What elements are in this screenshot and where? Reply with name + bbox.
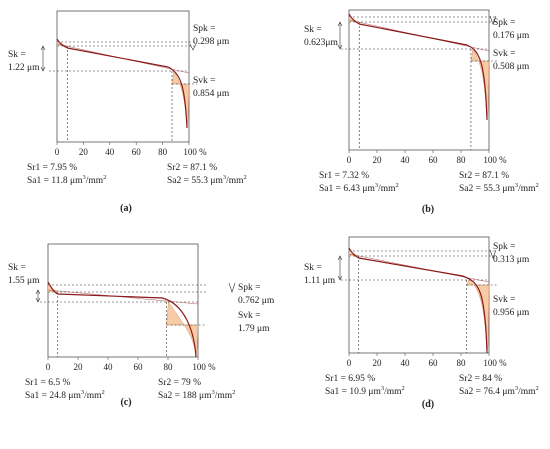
spk-label-value: 0.313 μm [493,255,530,265]
x-tick-label: 20 [74,362,84,372]
x-tick-label: 40 [401,358,411,368]
svk-area [166,301,199,358]
panel-c: 0 20 40 60 80 100 % Sk = 1.55 μm Spk = 0.762 μm Sv… [8,243,275,408]
x-tick-label: 20 [373,155,383,165]
sa2-label: Sa2 = 55.3 μm3/mm2 [167,174,247,186]
x-tick-label: 0 [46,362,51,372]
svk-label-name: Svk = [238,311,261,321]
x-tick-label: 100 % [483,358,507,368]
svk-label-value: 1.79 μm [238,324,270,334]
x-tick-label: 100 % [192,362,216,372]
sa2-label: Sa2 = 76.4 μm3/mm2 [459,385,539,397]
sk-label-name: Sk = [8,50,26,60]
sr1-label: Sr1 = 6.95 % [325,374,375,384]
svk-label-value: 0.854 μm [193,89,230,99]
x-tick-label: 20 [373,358,383,368]
panel-caption: (d) [422,399,434,410]
sa1-label: Sa1 = 24.8 μm3/mm2 [25,389,105,401]
sk-bracket-arrows [337,255,343,281]
spk-label-name: Spk = [193,24,216,34]
sk-label-name: Sk = [304,25,322,35]
sk-label-name: Sk = [8,263,26,273]
plot-frame [348,9,490,151]
spk-label-value: 0.298 μm [193,37,230,47]
x-tick-label: 60 [429,155,439,165]
svk-area [470,48,490,121]
spk-label-value: 0.176 μm [493,31,530,41]
sk-bracket-arrows [35,289,41,303]
spk-arrow [489,15,497,25]
spk-arrow [228,282,236,293]
sr2-label: Sr2 = 87.1 % [459,171,509,181]
panel-b: 0 20 40 60 80 100 % Sk = 0.623μm Spk = 0.176 μm Sv… [304,9,539,215]
panel-a: 0 20 40 60 80 100 % Sk = 1.22 μm Spk = 0.298 μm Sv… [8,10,247,214]
x-tick-label: 100 % [483,155,507,165]
x-tick-label: 80 [158,147,168,157]
x-tick-label: 0 [55,147,60,157]
svk-label-name: Svk = [493,295,516,305]
sr2-label: Sr2 = 79 % [158,378,201,388]
plot-frame [47,243,199,358]
spk-label-name: Spk = [493,18,516,28]
spk-label-name: Spk = [493,242,516,252]
sk-label-value: 1.11 μm [304,276,336,286]
x-tick-label: 60 [134,362,144,372]
x-tick-label: 0 [347,155,352,165]
sa2-label: Sa2 = 55.3 μm3/mm2 [459,182,539,194]
x-tick-label: 40 [104,362,114,372]
x-tick-label: 40 [105,147,115,157]
sk-bracket-arrows [337,21,343,50]
bearing-curve [56,38,188,129]
x-tick-label: 80 [457,358,467,368]
x-tick-label: 20 [79,147,89,157]
sk-label-value: 0.623μm [304,38,338,48]
panel-d: 0 20 40 60 80 100 % Sk = 1.11 μm Spk = 0.313 μm Sv… [304,236,539,410]
spk-label-value: 0.762 μm [238,296,275,306]
x-tick-label: 60 [429,358,439,368]
spk-arrow [489,249,497,259]
plot-frame [56,10,190,143]
sr1-label: Sr1 = 7.32 % [319,171,369,181]
panel-caption: (c) [120,397,131,408]
sr1-label: Sr1 = 7.95 % [27,163,77,173]
bearing-curve [348,13,488,121]
spk-arrow [189,43,197,51]
svk-label-value: 0.508 μm [493,62,530,72]
bearing-curve [47,281,197,358]
x-tick-label: 80 [457,155,467,165]
sk-bracket-arrows [40,45,46,72]
sr2-label: Sr2 = 87.1 % [167,163,217,173]
sa2-label: Sa2 = 188 μm3/mm2 [158,389,235,401]
sa1-label: Sa1 = 10.9 μm3/mm2 [325,385,405,397]
svk-label-name: Svk = [493,49,516,59]
panel-caption: (b) [422,204,434,215]
spk-area [349,251,359,256]
plot-frame [348,236,490,354]
bearing-curve [348,247,488,354]
x-tick-label: 100 % [183,147,207,157]
x-tick-label: 80 [164,362,174,372]
sa1-label: Sa1 = 6.43 μm3/mm2 [319,182,399,194]
svk-label-name: Svk = [193,76,216,86]
spk-label-name: Spk = [238,283,261,293]
panel-caption: (a) [120,203,132,214]
sk-label-value: 1.55 μm [8,276,40,286]
sk-label-name: Sk = [304,263,322,273]
sk-label-value: 1.22 μm [8,63,40,73]
x-tick-label: 0 [347,358,352,368]
x-tick-label: 60 [132,147,142,157]
sr1-label: Sr1 = 6.5 % [25,378,71,388]
svk-label-value: 0.956 μm [493,308,530,318]
sa1-label: Sa1 = 11.8 μm3/mm2 [27,174,106,186]
x-tick-label: 40 [401,155,411,165]
sr2-label: Sr2 = 84 % [459,374,502,384]
svk-area [466,279,490,354]
